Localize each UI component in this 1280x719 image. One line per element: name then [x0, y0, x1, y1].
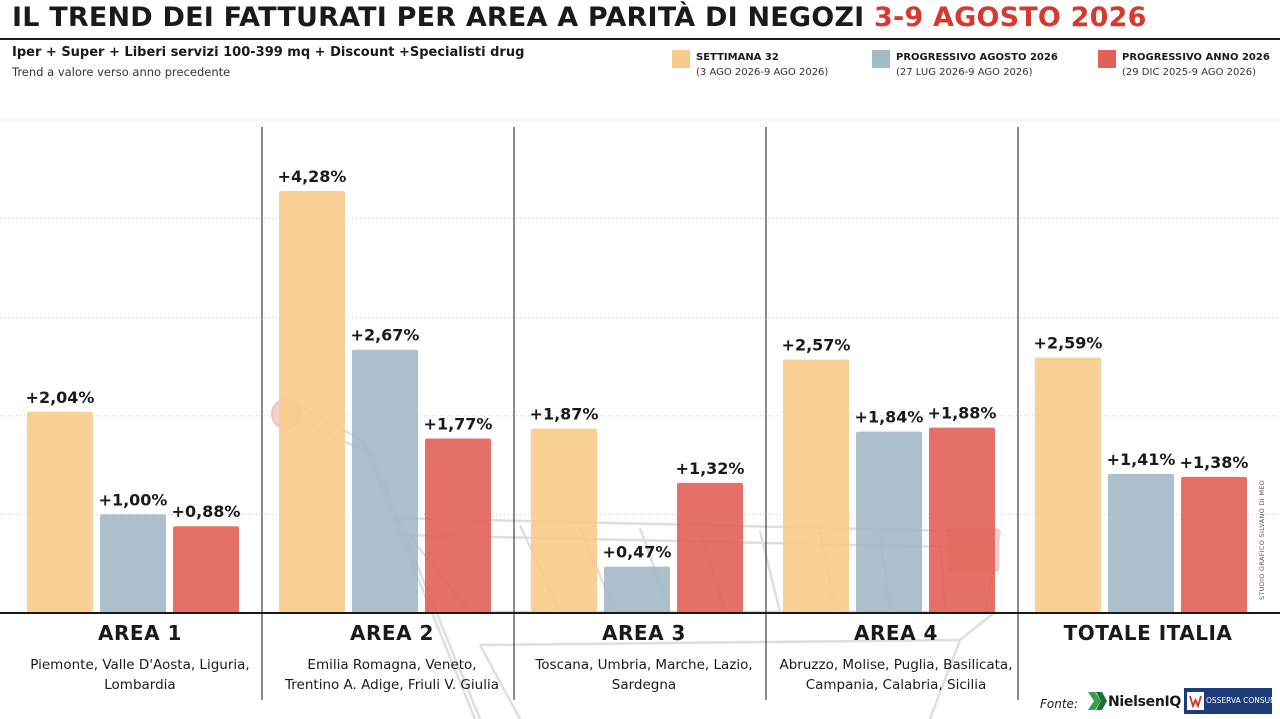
region-line: Sardegna [611, 677, 677, 693]
graphic-credit: STUDIO GRAFICO SILVANO DI MEO [1258, 479, 1266, 600]
bar-value-label: +1,32% [676, 459, 745, 478]
bar [425, 438, 491, 613]
cart-legs [478, 639, 962, 719]
osserva-mark-icon [1187, 692, 1204, 710]
subtitle-note: Trend a valore verso anno precedente [12, 65, 231, 79]
bar-value-label: +1,41% [1107, 450, 1176, 469]
area-regions: Toscana, Umbria, Marche, Lazio, Sardegna [518, 655, 770, 695]
legend-title: PROGRESSIVO ANNO 2026 [1122, 52, 1270, 63]
region-line: Emilia Romagna, Veneto, [307, 657, 477, 673]
area-separators [261, 127, 1019, 700]
legend-swatch [1098, 50, 1116, 68]
area-name: AREA 1 [98, 621, 182, 645]
bar-value-label: +2,67% [351, 326, 420, 345]
bar [352, 349, 418, 613]
bar-value-label: +0,47% [603, 543, 672, 562]
title-rule [0, 38, 1280, 40]
osserva-logo-text: OSSERVA CONSUMI [1206, 696, 1279, 705]
nielsen-logo-icon [1088, 692, 1107, 710]
nielsen-logo-text: NielsenIQ [1108, 694, 1182, 710]
area-regions: Piemonte, Valle D'Aosta, Liguria, Lombar… [14, 655, 266, 695]
legend-range: (29 DIC 2025-9 AGO 2026) [1122, 67, 1257, 78]
bar [1108, 473, 1174, 613]
region-line: Piemonte, Valle D'Aosta, Liguria, [30, 657, 250, 673]
legend-range: (3 AGO 2026-9 AGO 2026) [696, 67, 829, 78]
region-line: Trentino A. Adige, Friuli V. Giulia [285, 677, 499, 693]
bars [27, 190, 1247, 613]
bar-value-label: +0,88% [172, 502, 241, 521]
bar [677, 482, 743, 613]
legend-range: (27 LUG 2026-9 AGO 2026) [896, 67, 1033, 78]
osserva-consumi-logo: OSSERVA CONSUMI [1184, 688, 1279, 714]
bar-value-label: +4,28% [278, 167, 347, 186]
bar [856, 431, 922, 613]
bar [27, 411, 93, 613]
legend-title: SETTIMANA 32 [696, 52, 779, 63]
area-name: AREA 2 [350, 621, 434, 645]
bar-value-label: +1,84% [855, 408, 924, 427]
chart-title: IL TREND DEI FATTURATI PER AREA A PARITÀ… [12, 2, 1147, 33]
bar [929, 427, 995, 613]
legend-swatch [672, 50, 690, 68]
bar [783, 359, 849, 613]
bar-value-label: +2,57% [782, 336, 851, 355]
subtitle: Iper + Super + Liberi servizi 100-399 mq… [12, 45, 525, 60]
bar-value-label: +1,38% [1180, 453, 1249, 472]
title-main: IL TREND DEI FATTURATI PER AREA A PARITÀ… [12, 2, 865, 33]
region-line: Campania, Calabria, Sicilia [805, 677, 987, 693]
title-dates: 3-9 AGOSTO 2026 [874, 2, 1147, 33]
legend-swatch [872, 50, 890, 68]
area-name: AREA 4 [854, 621, 938, 645]
bar-value-label: +1,77% [424, 414, 493, 433]
bar-value-label: +1,88% [928, 404, 997, 423]
bar [531, 428, 597, 613]
bar-value-label: +1,87% [530, 405, 599, 424]
bar [100, 514, 166, 613]
bar [1035, 357, 1101, 613]
region-line: Toscana, Umbria, Marche, Lazio, [535, 657, 753, 673]
bar-value-label: +1,00% [99, 490, 168, 509]
region-line: Lombardia [104, 677, 176, 693]
area-regions: Emilia Romagna, Veneto, Trentino A. Adig… [266, 655, 518, 695]
legend-title: PROGRESSIVO AGOSTO 2026 [896, 52, 1058, 63]
grid-lines [0, 119, 1280, 515]
area-name: AREA 3 [602, 621, 686, 645]
region-line: Abruzzo, Molise, Puglia, Basilicata, [779, 657, 1013, 673]
bar [173, 526, 239, 613]
source-label: Fonte: [1040, 697, 1078, 711]
bar-value-label: +2,59% [1034, 334, 1103, 353]
bar [1181, 476, 1247, 613]
bar [604, 566, 670, 613]
bar-value-label: +2,04% [26, 388, 95, 407]
bar [279, 190, 345, 613]
area-regions: Abruzzo, Molise, Puglia, Basilicata, Cam… [770, 655, 1022, 695]
value-labels: +2,04% +1,00%+0,88% +4,28% +2,67% +1,77% +1,8… [26, 167, 1249, 562]
area-name: TOTALE ITALIA [1063, 621, 1233, 645]
